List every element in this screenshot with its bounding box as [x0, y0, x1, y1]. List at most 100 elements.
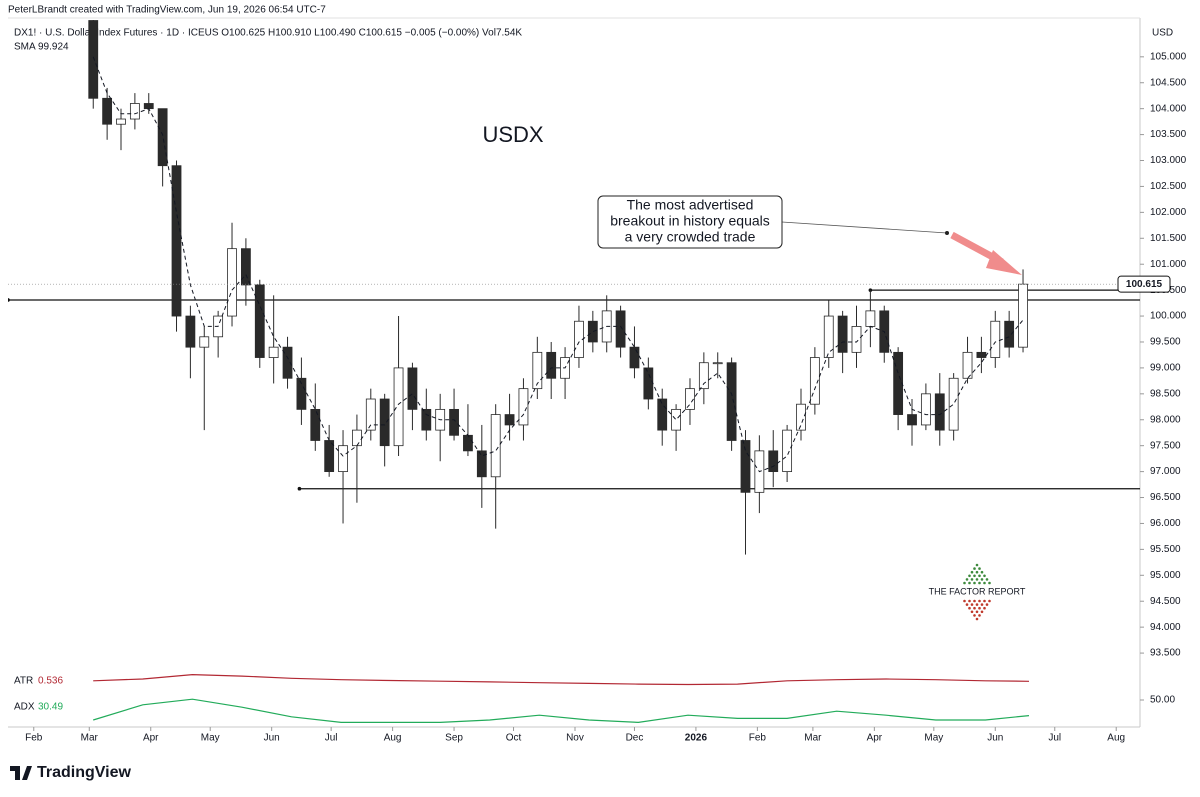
y-tick-label: 99.000 [1150, 363, 1181, 374]
logo-dot [973, 599, 976, 603]
y-tick-label: 103.500 [1150, 129, 1187, 140]
brand-logo: TradingView [10, 764, 132, 781]
logo-dot [978, 567, 981, 570]
logo-dot [973, 614, 976, 617]
x-tick-label: Apr [143, 733, 159, 744]
y-tick-label: 100.000 [1150, 311, 1187, 322]
annotation-leader [781, 221, 948, 234]
candle-body [643, 367, 654, 400]
logo-dot [988, 581, 991, 585]
candle-body [88, 20, 99, 99]
candle-body [976, 351, 987, 358]
x-tick-label: Jun [264, 733, 280, 744]
candle-body [504, 414, 515, 426]
annotation-arrow-head [986, 250, 1022, 275]
candle-body [615, 310, 626, 348]
candle-body [948, 377, 959, 431]
x-tick-label: Oct [506, 733, 522, 744]
candle-body [199, 336, 210, 348]
logo-dot [965, 578, 969, 581]
candle-body [352, 429, 362, 447]
logo-dot [968, 581, 971, 585]
candle-body [1004, 320, 1015, 348]
y-tick-label: 102.500 [1150, 181, 1187, 192]
candle-body [254, 284, 265, 358]
x-tick-label: Nov [566, 733, 584, 744]
candle-body [365, 398, 376, 431]
y-tick-label: 103.000 [1150, 155, 1187, 166]
logo-dot [980, 578, 984, 581]
candle-body [185, 315, 196, 348]
candle-body [893, 351, 904, 415]
candle-body [379, 398, 390, 447]
candle-body [157, 108, 168, 167]
logo-dot [970, 603, 974, 606]
y-tick-label: 101.000 [1150, 259, 1187, 270]
candle-body [782, 429, 793, 473]
annotation-anchor [945, 231, 949, 235]
y-tick-label: 101.500 [1150, 233, 1187, 244]
y-tick-label: 95.500 [1150, 544, 1181, 555]
candle-body [907, 414, 917, 426]
logo-dot [978, 581, 981, 585]
candle-body [171, 165, 182, 317]
logo-dot [975, 570, 979, 574]
candle-body [282, 346, 293, 379]
logo-dot [970, 578, 974, 581]
candle-body [296, 377, 307, 410]
candle-body [823, 315, 834, 358]
last-price-tag [1117, 275, 1171, 293]
logo-dot [975, 603, 979, 606]
logo-dot [978, 574, 981, 578]
candle-body [796, 403, 806, 431]
level-anchor [297, 486, 302, 491]
y-tick-label: 93.500 [1150, 648, 1181, 659]
logo-dot [980, 610, 984, 614]
indicator-name: ADX [14, 702, 35, 713]
candle-body [102, 97, 113, 125]
candle-body [837, 315, 848, 353]
candle-body [227, 248, 237, 317]
candle-body [768, 450, 779, 473]
logo-dot [965, 603, 969, 606]
candle-body [712, 362, 723, 365]
candle-body [962, 351, 973, 379]
candle-body [421, 408, 432, 431]
candle-body [143, 103, 154, 110]
logo-dot [968, 574, 971, 578]
candle-body [116, 118, 126, 125]
candle-body [587, 320, 598, 343]
x-tick-label: Jul [325, 733, 338, 744]
logo-dot [983, 606, 986, 610]
logo-dot [988, 599, 991, 603]
candle-body [809, 357, 820, 405]
y-tick-label: 104.500 [1150, 77, 1187, 88]
x-tick-label: Dec [626, 733, 644, 744]
logo-dot [978, 599, 981, 603]
logo-dot [970, 610, 974, 614]
indicator-line [93, 698, 1030, 724]
logo-dot [978, 606, 981, 610]
logo-text: THE FACTOR REPORT [929, 586, 1026, 596]
candle-body [129, 103, 140, 120]
y-tick-label: 97.000 [1150, 466, 1181, 477]
candle-body [476, 450, 487, 478]
x-tick-label: Mar [804, 733, 822, 744]
y-tick-label: 50.00 [1150, 695, 1175, 706]
candle-body [240, 248, 251, 286]
candle-body [851, 326, 862, 353]
candle-body [463, 434, 473, 452]
sma-line [92, 56, 1024, 473]
logo-dot [963, 581, 966, 585]
logo-dot [985, 578, 989, 581]
candle-body [268, 346, 279, 358]
logo-dot [983, 574, 986, 578]
logo-dot [973, 581, 976, 585]
candle-body [865, 310, 876, 327]
y-tick-label: 96.500 [1150, 492, 1181, 503]
logo-dot [975, 617, 979, 621]
level-anchor [8, 298, 10, 302]
logo-dot [975, 563, 979, 567]
